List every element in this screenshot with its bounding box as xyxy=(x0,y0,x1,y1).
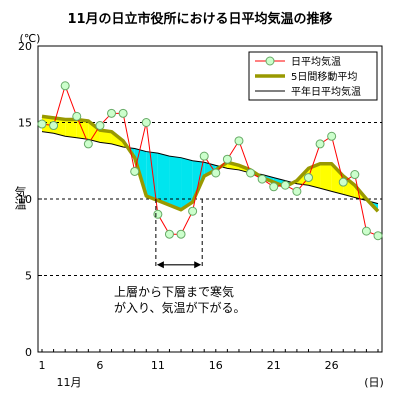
fill-above-normal xyxy=(88,120,100,143)
fill-below-normal xyxy=(181,157,193,210)
x-tick-label: 11 xyxy=(151,359,165,372)
daily-temperature-point xyxy=(199,151,209,161)
daily-temperature-line xyxy=(41,84,379,237)
legend-daily-label: 日平均気温 xyxy=(291,55,341,68)
daily-temperature-point xyxy=(118,108,128,118)
daily-temperature-point xyxy=(222,154,232,164)
x-tick-label: 6 xyxy=(96,359,103,372)
fill-below-normal xyxy=(157,153,170,206)
daily-temperature-point xyxy=(130,166,140,176)
daily-temperature-point xyxy=(246,168,256,178)
daily-temperature-point xyxy=(338,177,348,187)
fill-above-normal xyxy=(331,163,344,195)
fill-below-normal xyxy=(146,151,158,201)
y-unit-label: (℃) xyxy=(20,32,41,45)
daily-temperature-point xyxy=(361,226,371,236)
legend-daily-marker xyxy=(265,56,275,66)
daily-temperature-point xyxy=(257,174,267,184)
daily-temperature-point xyxy=(72,111,82,121)
y-tick-label: 10 xyxy=(18,193,32,206)
y-tick-label: 0 xyxy=(25,346,32,359)
daily-temperature-point xyxy=(303,173,313,183)
daily-temperature-point xyxy=(176,229,186,239)
annotation-arrow-left-head xyxy=(156,261,164,269)
legend-ma-label: 5日間移動平均 xyxy=(291,70,357,83)
x-tick-label: 16 xyxy=(209,359,223,372)
chart-title: 11月の日立市役所における日平均気温の推移 xyxy=(67,11,332,27)
x-tick-label: 1 xyxy=(39,359,46,372)
y-tick-label: 5 xyxy=(25,270,32,283)
fill-above-normal xyxy=(99,130,112,144)
fill-above-normal xyxy=(65,119,77,138)
annotation-arrow-right-head xyxy=(194,261,202,269)
x-unit-label: (日) xyxy=(364,376,384,389)
daily-temperature-point xyxy=(164,229,174,239)
daily-temperature-point xyxy=(107,108,117,118)
y-tick-label: 15 xyxy=(18,117,32,130)
daily-temperature-point xyxy=(83,139,93,149)
daily-temperature-point xyxy=(49,121,59,131)
daily-temperature-point xyxy=(292,186,302,196)
daily-temperature-point xyxy=(234,136,244,146)
daily-temperature-point xyxy=(280,180,290,190)
daily-temperature-point xyxy=(141,118,151,127)
daily-temperature-point xyxy=(211,168,221,178)
fill-below-normal xyxy=(169,156,182,210)
daily-temperature-point xyxy=(269,182,279,192)
x-month-label: 11月 xyxy=(57,376,82,389)
series-layer xyxy=(37,81,383,241)
daily-temperature-point xyxy=(188,206,198,216)
daily-temperature-point xyxy=(315,139,325,149)
daily-temperature-point xyxy=(350,170,360,180)
daily-temperature-point xyxy=(37,119,47,129)
y-tick-label: 20 xyxy=(18,40,32,53)
fill-above-normal xyxy=(320,163,332,192)
daily-temperature-point xyxy=(327,131,337,141)
legend-normal-label: 平年日平均気温 xyxy=(291,85,361,98)
y-axis-label: 気温 xyxy=(13,185,27,210)
x-tick-label: 21 xyxy=(267,359,281,372)
daily-temperature-point xyxy=(60,81,70,91)
daily-temperature-point xyxy=(373,231,383,241)
x-tick-label: 26 xyxy=(325,359,339,372)
annotation-text-line1: 上層から下層まで寒気 xyxy=(114,284,234,299)
daily-temperature-point xyxy=(153,209,163,219)
annotation-text-line2: が入り、気温が下がる。 xyxy=(114,300,246,315)
daily-temperature-point xyxy=(95,121,105,131)
